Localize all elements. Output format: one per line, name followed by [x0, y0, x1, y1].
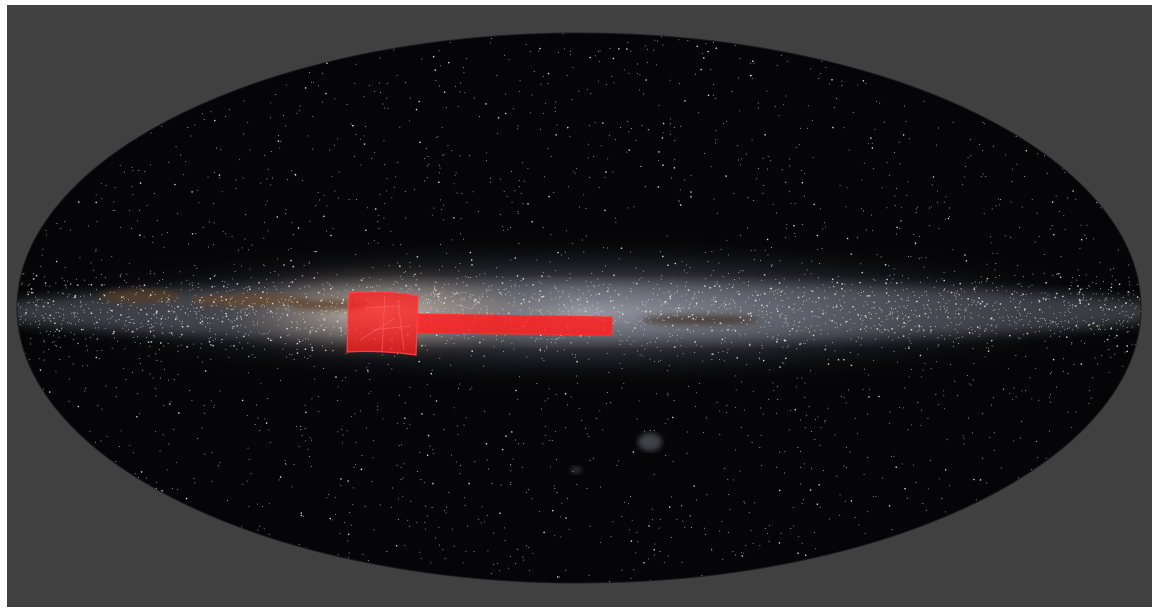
- sky-projection: [17, 33, 1141, 583]
- survey-strip[interactable]: [417, 313, 613, 336]
- small-magellanic-cloud: [570, 466, 582, 474]
- band-stars: [17, 255, 1141, 367]
- survey-field[interactable]: [346, 291, 419, 356]
- field-grid: [359, 295, 411, 353]
- projection-outline: [16, 32, 1142, 584]
- large-magellanic-cloud: [638, 433, 662, 451]
- footprint-overlay[interactable]: [346, 291, 613, 356]
